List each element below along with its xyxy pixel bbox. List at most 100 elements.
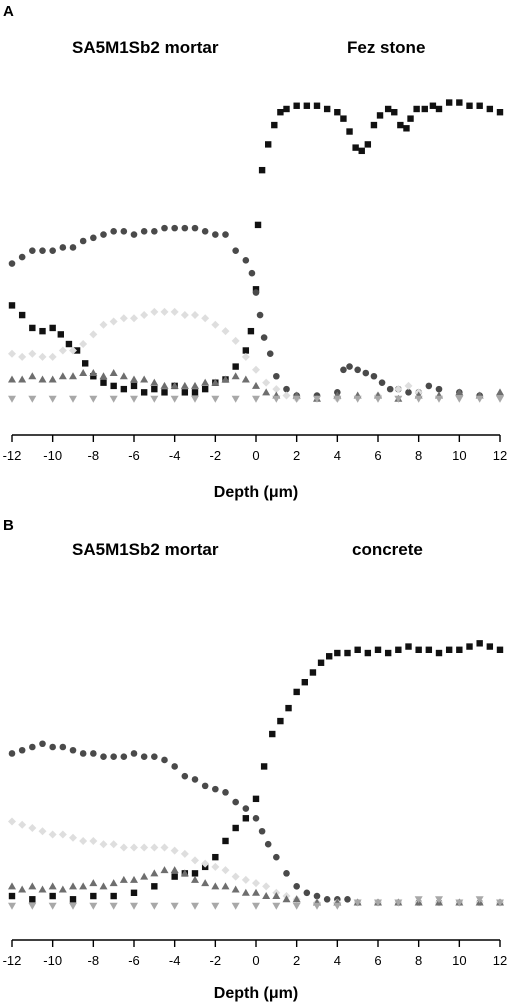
panel-b-circle-point	[8, 750, 16, 757]
panel-b-circle-point	[283, 870, 290, 877]
panel-b-square-point	[285, 704, 292, 712]
panel-a-triangle-down-point	[374, 395, 382, 403]
panel-b-square-point	[293, 688, 300, 696]
panel-a-square-point	[49, 324, 56, 332]
panel-a-circle-point	[191, 224, 199, 232]
panel-b-triangle-down-point	[374, 899, 382, 907]
panel-a-diamond-point	[69, 346, 77, 355]
panel-a-square-point	[486, 105, 494, 113]
panel-a-triangle-down-point	[28, 395, 37, 403]
panel-b-circle-point	[18, 746, 26, 754]
panel-b-x-tick-label: 2	[293, 953, 300, 968]
panel-b-circle-point	[232, 798, 239, 806]
panel-a-triangle-down-point	[150, 395, 159, 403]
panel-a-square-point	[421, 105, 428, 113]
panel-b-square-point	[191, 870, 199, 877]
panel-a-square-point	[130, 382, 138, 390]
panel-b-triangle-up-point	[241, 888, 250, 896]
panel-a-circle-point	[435, 385, 443, 393]
panel-a-circle-point	[151, 228, 158, 235]
panel-a-diamond-point	[18, 352, 27, 361]
panel-a-circle-point	[140, 228, 148, 235]
panel-b-x-tick-label: 4	[334, 953, 341, 968]
panel-b-square-point	[395, 646, 402, 653]
panel-b-triangle-down-point	[191, 902, 199, 910]
panel-a-square-point	[271, 121, 278, 129]
panel-b-x-tick-label: -4	[169, 953, 181, 968]
panel-b-triangle-up-point	[252, 888, 260, 896]
panel-a-square-point	[151, 385, 158, 393]
panel-b-diamond-point	[191, 856, 199, 865]
panel-b-circle-point	[264, 840, 272, 848]
panel-b-square-point	[344, 649, 351, 657]
panel-a-triangle-up-point	[130, 375, 138, 383]
panel-a-circle-point	[59, 244, 67, 251]
panel-a-x-tick-label: 10	[452, 448, 466, 463]
panel-a-x-tick-label: -4	[169, 448, 181, 463]
panel-a-data-points	[8, 99, 504, 403]
panel-b-diamond-point	[109, 840, 118, 849]
panel-a-triangle-up-point	[18, 375, 27, 383]
panel-a-triangle-up-point	[109, 369, 118, 377]
panel-b-triangle-up-point	[221, 882, 230, 890]
panel-a-circle-point	[130, 231, 138, 238]
panel-a-square-point	[140, 389, 148, 396]
panel-b-square-point	[29, 896, 36, 903]
panel-b-triangle-down-point	[150, 902, 159, 910]
panel-b-circle-point	[140, 753, 148, 761]
panel-b-triangle-down-point	[48, 902, 57, 910]
panel-a-x-tick-label: 12	[493, 448, 507, 463]
panel-b-diamond-point	[38, 827, 47, 836]
panel-a-triangle-down-point	[272, 395, 281, 403]
panel-a-circle-point	[362, 369, 370, 377]
panel-a-circle-point	[425, 382, 433, 390]
panel-a-triangle-down-point	[89, 395, 98, 403]
panel-b-diamond-point	[8, 817, 16, 826]
panel-a-square-point	[403, 125, 410, 132]
panel-a-triangle-up-point	[221, 375, 230, 383]
panel-a-x-axis-title: Depth (μm)	[214, 484, 298, 501]
panel-b-square-point	[212, 853, 219, 861]
panel-a-circle-point	[222, 231, 229, 238]
panel-b-circle-point	[151, 753, 158, 761]
panel-a-triangle-down-point	[394, 395, 403, 403]
panel-a-square-point	[82, 360, 89, 367]
panel-b-triangle-down-point	[211, 902, 220, 910]
panel-a-circle-point	[49, 247, 56, 254]
panel-a-square-point	[120, 385, 128, 393]
panel-a-square-point	[397, 121, 404, 129]
panel-a-square-point	[247, 327, 255, 335]
panel-a-triangle-down-point	[496, 395, 504, 403]
panel-a: A SA5M1Sb2 mortar Fez stone -12 -10 -8 -6 -4…	[3, 3, 508, 501]
panel-b-x-tick-label: -12	[3, 953, 22, 968]
panel-b-circle-point	[181, 772, 189, 780]
panel-a-circle-point	[181, 224, 189, 232]
panel-b-square-point	[456, 646, 463, 653]
panel-b-triangle-up-point	[282, 895, 291, 903]
panel-a-triangle-up-point	[89, 369, 98, 377]
panel-b-diamond-point	[221, 866, 230, 875]
panel-a-x-tick-label: 2	[293, 448, 300, 463]
panel-b-triangle-down-point	[8, 902, 16, 910]
panel-a-triangle-up-point	[201, 378, 210, 386]
panel-b-triangle-down-point	[272, 902, 281, 910]
panel-a-square-point	[110, 382, 117, 390]
panel-b-triangle-up-point	[201, 879, 210, 887]
panel-b-triangle-up-point	[18, 885, 27, 893]
panel-a-triangle-up-point	[140, 375, 149, 383]
panel-a-circle-point	[354, 366, 361, 374]
panel-a-square-point	[29, 324, 36, 332]
panel-a-circle-point	[161, 224, 168, 232]
panel-b-square-point	[326, 653, 333, 660]
panel-a-square-point	[391, 109, 398, 116]
panel-a-square-point	[65, 340, 73, 348]
panel-a-diamond-point	[211, 320, 220, 329]
panel-a-triangle-up-point	[455, 388, 464, 396]
panel-a-square-point	[39, 327, 46, 335]
panel-b-triangle-down-point	[252, 902, 260, 910]
panel-b-square-point	[317, 659, 325, 666]
panel-b-x-tick-label: 10	[452, 953, 466, 968]
panel-a-circle-point	[18, 253, 26, 261]
panel-a-diamond-point	[170, 307, 179, 316]
panel-b-triangle-down-point	[109, 902, 118, 910]
